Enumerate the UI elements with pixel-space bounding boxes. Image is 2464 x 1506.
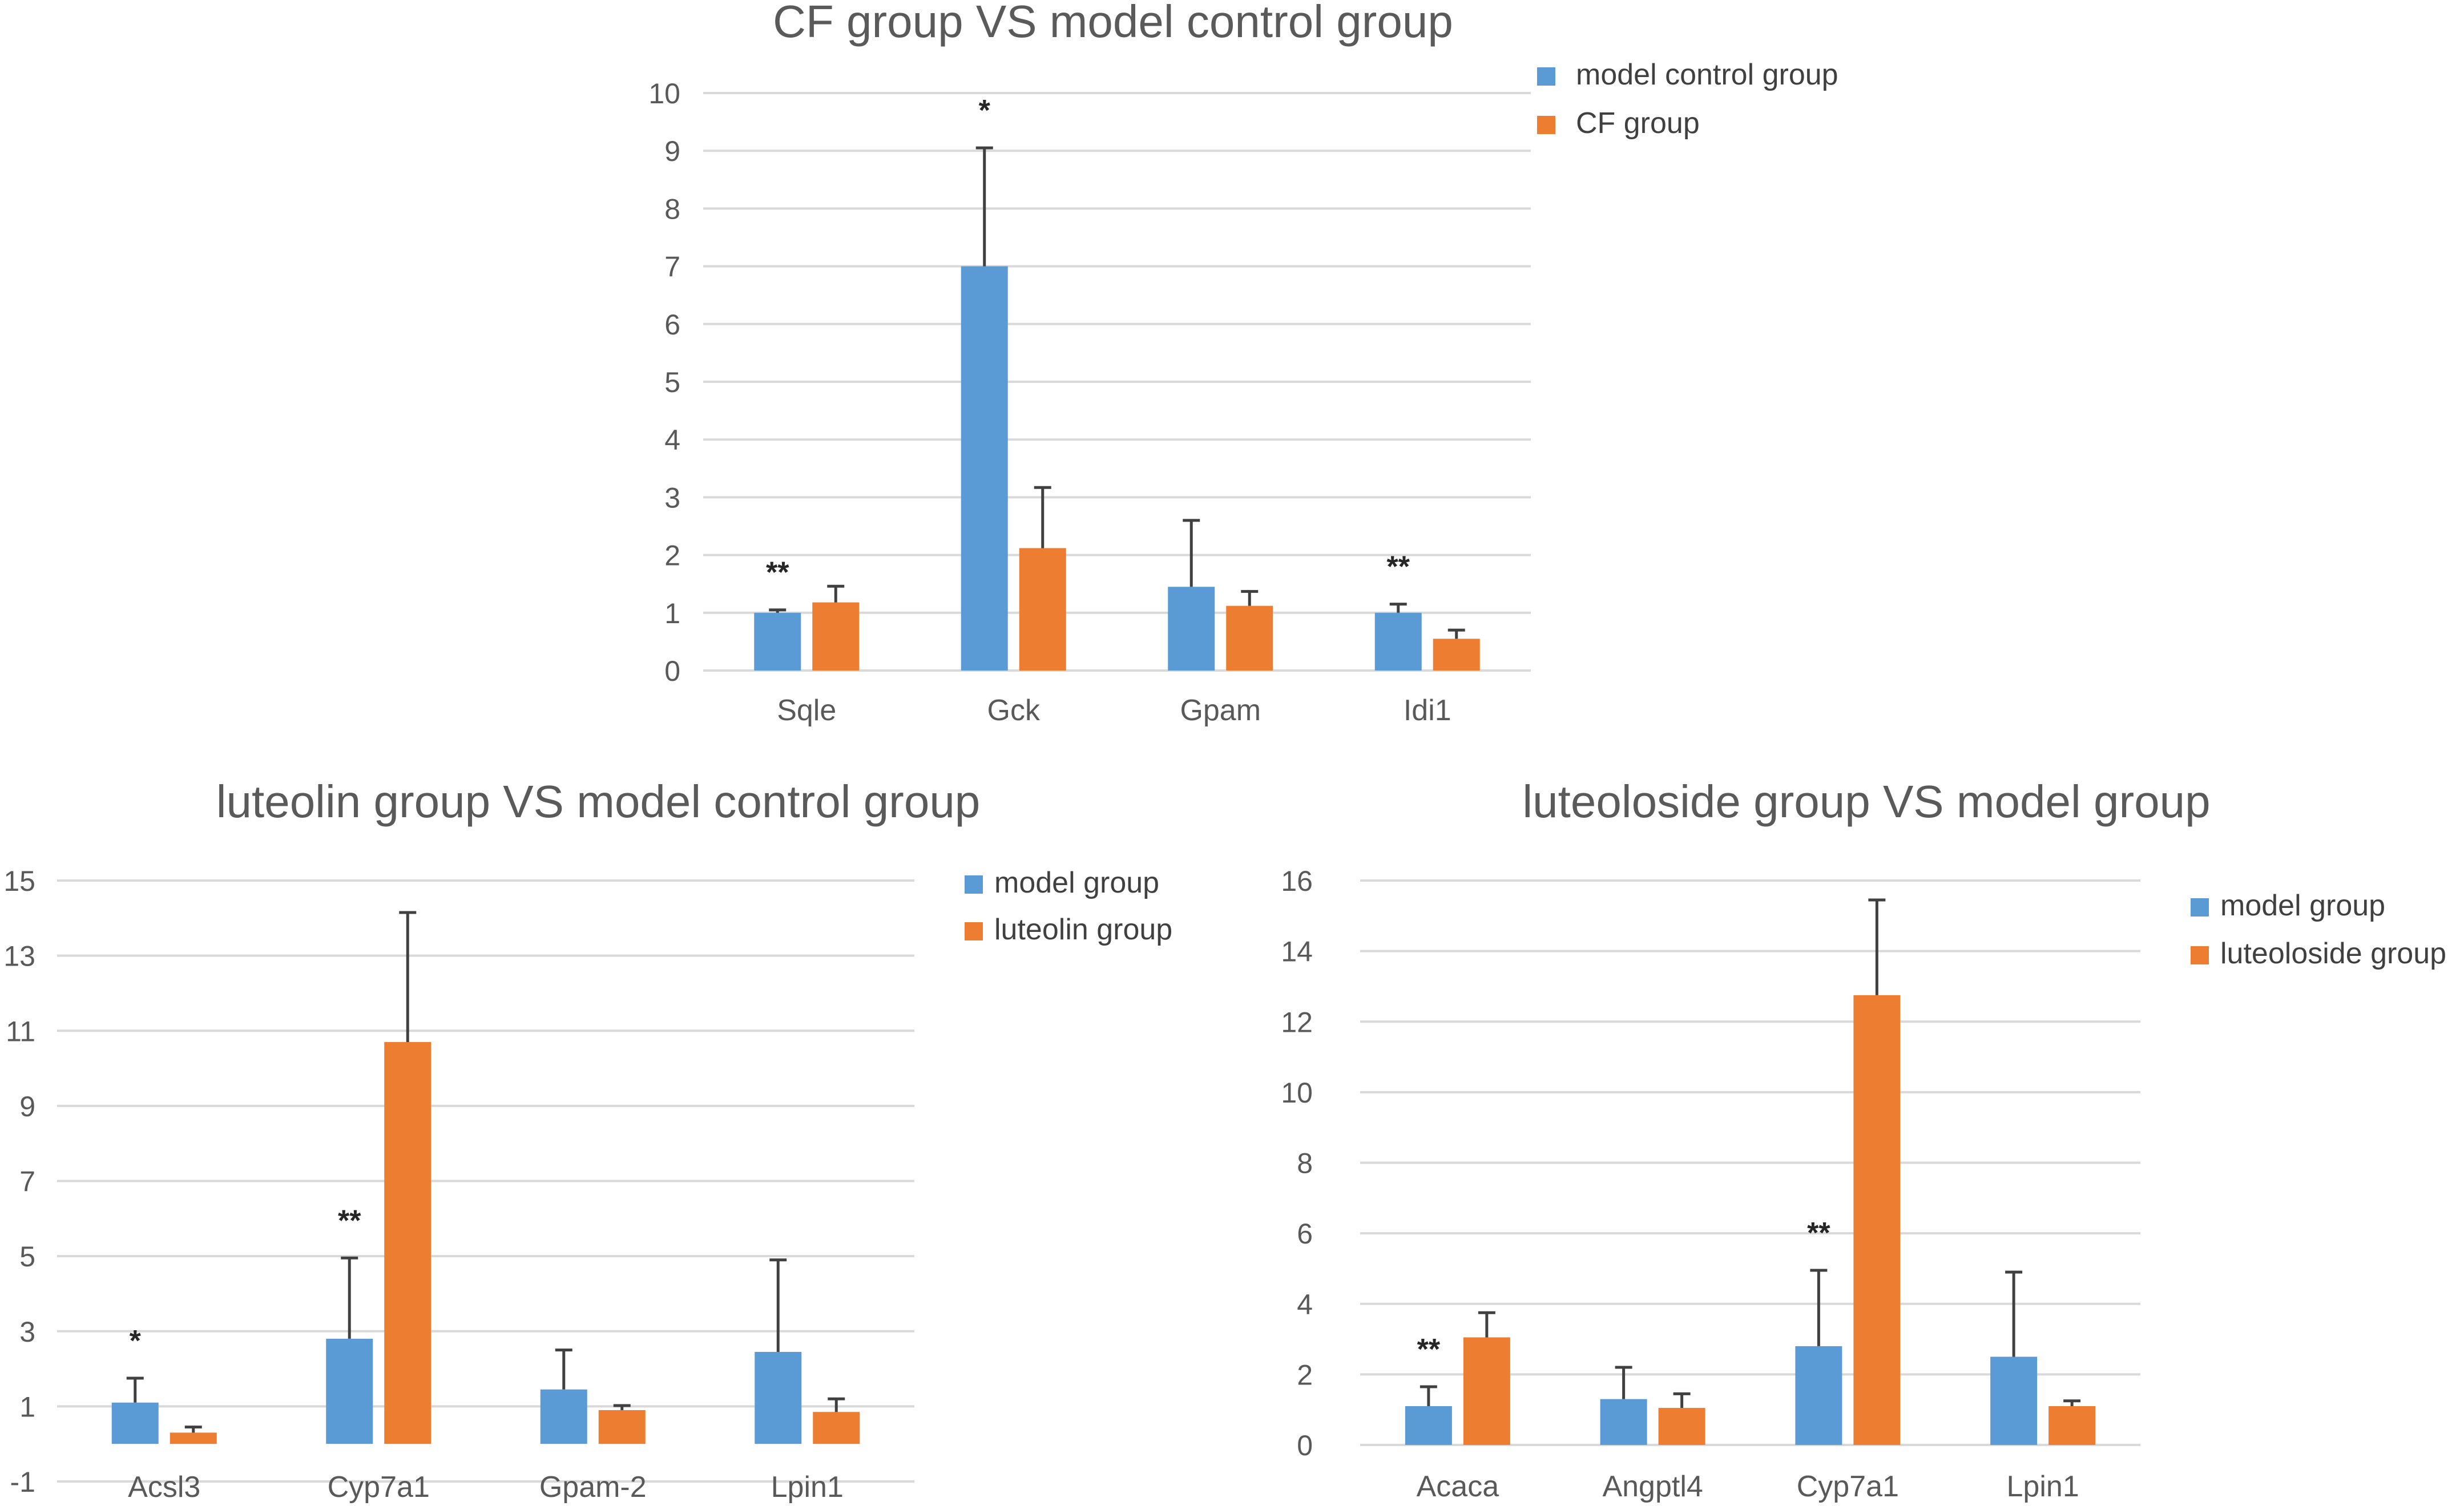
significance-marker: * bbox=[979, 94, 991, 127]
y-tick-label: 3 bbox=[19, 1316, 35, 1348]
y-tick-label: 6 bbox=[1297, 1218, 1313, 1250]
bar-model bbox=[540, 1389, 587, 1444]
bar-treatment bbox=[1463, 1337, 1510, 1445]
chart-title: luteoloside group VS model group bbox=[1522, 776, 2210, 827]
y-tick-label: 2 bbox=[664, 540, 680, 572]
chart-luteolin-vs-model-control: luteolin group VS model control group -1 1… bbox=[3, 776, 1172, 1504]
bar-treatment bbox=[1433, 639, 1480, 671]
legend-swatch bbox=[2191, 898, 2209, 916]
bar-treatment bbox=[2048, 1406, 2096, 1445]
bar-treatment bbox=[1019, 548, 1066, 671]
bar-model bbox=[755, 1351, 802, 1444]
bar-model bbox=[1795, 1346, 1842, 1445]
bar-treatment bbox=[1853, 995, 1901, 1445]
legend-swatch bbox=[1537, 67, 1555, 86]
chart-luteoloside-vs-model: luteoloside group VS model group 0 2 4 6 8 10 1… bbox=[1281, 776, 2446, 1503]
y-tick-label: 10 bbox=[648, 78, 680, 110]
bar-model bbox=[111, 1402, 159, 1444]
bar-model bbox=[961, 266, 1008, 671]
bar-treatment bbox=[170, 1432, 217, 1444]
x-tick-label: Acaca bbox=[1417, 1470, 1499, 1503]
bar-model bbox=[1374, 612, 1422, 671]
y-tick-label: 10 bbox=[1281, 1077, 1313, 1109]
significance-marker: * bbox=[130, 1325, 142, 1358]
x-tick-label: Acsl3 bbox=[128, 1471, 200, 1504]
bar-model bbox=[754, 612, 801, 671]
y-tick-label: 1 bbox=[19, 1391, 35, 1423]
chart-title: CF group VS model control group bbox=[773, 0, 1453, 47]
bar-treatment bbox=[812, 602, 860, 671]
y-tick-label: 15 bbox=[3, 865, 35, 897]
significance-marker: ** bbox=[1417, 1333, 1441, 1366]
y-tick-label: 8 bbox=[664, 193, 680, 225]
x-tick-label: Lpin1 bbox=[771, 1471, 844, 1504]
bar-model bbox=[1405, 1406, 1452, 1445]
bar-treatment bbox=[384, 1041, 431, 1444]
legend-label: luteolin group bbox=[994, 913, 1172, 946]
y-tick-label: -1 bbox=[10, 1466, 35, 1498]
x-tick-label: Cyp7a1 bbox=[328, 1471, 430, 1504]
y-tick-label: 3 bbox=[664, 482, 680, 514]
x-tick-label: Idi1 bbox=[1404, 694, 1451, 727]
legend-label: luteoloside group bbox=[2220, 937, 2446, 970]
x-tick-label: Gpam-2 bbox=[539, 1471, 647, 1504]
y-tick-label: 2 bbox=[1297, 1359, 1313, 1391]
y-tick-label: 16 bbox=[1281, 865, 1313, 897]
legend-swatch bbox=[965, 875, 983, 894]
significance-marker: ** bbox=[1807, 1217, 1830, 1250]
significance-marker: ** bbox=[338, 1204, 361, 1237]
y-tick-label: 0 bbox=[1297, 1430, 1313, 1461]
y-tick-label: 8 bbox=[1297, 1148, 1313, 1180]
y-tick-label: 9 bbox=[19, 1091, 35, 1123]
y-tick-label: 11 bbox=[6, 1015, 35, 1047]
bar-treatment bbox=[1658, 1408, 1705, 1445]
y-tick-label: 12 bbox=[1281, 1006, 1313, 1038]
legend-swatch bbox=[1537, 116, 1555, 134]
chart-cf-vs-model-control: CF group VS model control group 0 1 2 3 4 5 6 7 8… bbox=[648, 0, 1838, 727]
x-tick-label: Gpam bbox=[1180, 694, 1261, 727]
x-tick-label: Sqle bbox=[777, 694, 836, 727]
y-tick-label: 5 bbox=[664, 366, 680, 398]
y-tick-label: 6 bbox=[664, 309, 680, 341]
x-tick-label: Lpin1 bbox=[2007, 1470, 2079, 1503]
bar-model bbox=[326, 1338, 373, 1444]
y-tick-label: 4 bbox=[1297, 1289, 1313, 1321]
significance-marker: ** bbox=[1387, 551, 1410, 584]
bar-model bbox=[1600, 1399, 1647, 1445]
legend-label: CF group bbox=[1576, 107, 1700, 140]
x-tick-label: Gck bbox=[987, 694, 1041, 727]
significance-marker: ** bbox=[766, 556, 789, 590]
x-tick-label: Cyp7a1 bbox=[1797, 1470, 1899, 1503]
bar-treatment bbox=[813, 1412, 860, 1444]
y-tick-label: 13 bbox=[3, 940, 35, 972]
y-tick-label: 1 bbox=[664, 597, 680, 629]
legend-label: model control group bbox=[1576, 58, 1838, 91]
bar-treatment bbox=[1226, 605, 1273, 671]
y-tick-label: 4 bbox=[664, 424, 680, 456]
y-tick-label: 7 bbox=[664, 251, 680, 283]
legend-label: model group bbox=[2220, 889, 2385, 922]
y-tick-label: 9 bbox=[664, 135, 680, 167]
legend-label: model group bbox=[994, 866, 1159, 899]
legend-swatch bbox=[2191, 946, 2209, 964]
bar-model bbox=[1168, 587, 1215, 671]
bar-treatment bbox=[598, 1410, 646, 1444]
y-tick-label: 0 bbox=[664, 655, 680, 687]
y-tick-label: 5 bbox=[19, 1241, 35, 1273]
x-tick-label: Angptl4 bbox=[1602, 1470, 1703, 1503]
legend-swatch bbox=[965, 922, 983, 940]
y-tick-label: 14 bbox=[1281, 936, 1313, 968]
chart-title: luteolin group VS model control group bbox=[216, 776, 981, 827]
y-tick-label: 7 bbox=[19, 1166, 35, 1198]
bar-model bbox=[1990, 1356, 2038, 1445]
